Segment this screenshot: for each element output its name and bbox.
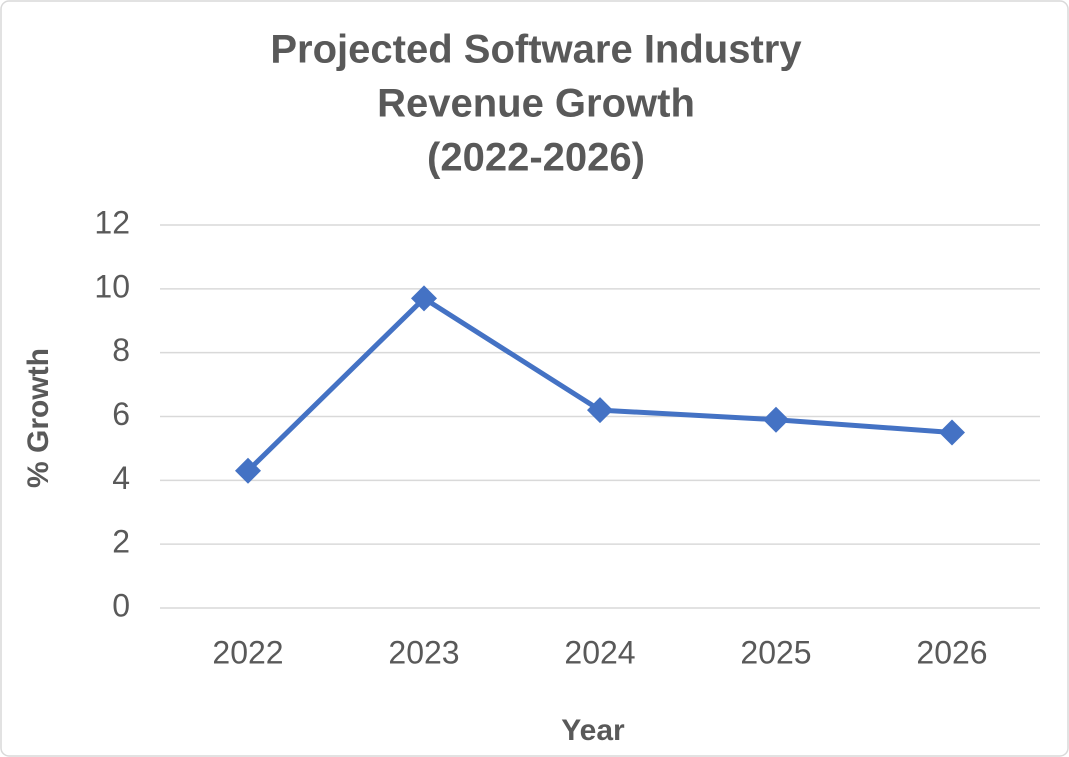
chart-title: (2022-2026) [427, 136, 645, 180]
x-tick-label: 2022 [212, 634, 283, 670]
x-tick-label: 2026 [916, 634, 987, 670]
y-tick-label: 4 [112, 460, 130, 496]
chart-title: Revenue Growth [377, 82, 695, 126]
marker [939, 419, 965, 446]
y-tick-label: 2 [112, 524, 130, 560]
x-tick-label: 2025 [740, 634, 811, 670]
x-tick-label: 2024 [564, 634, 635, 670]
marker [587, 397, 613, 424]
y-tick-label: 12 [94, 204, 130, 240]
y-tick-label: 8 [112, 332, 130, 368]
x-tick-label: 2023 [388, 634, 459, 670]
chart-title: Projected Software Industry [270, 28, 802, 72]
marker [235, 457, 261, 484]
x-axis-title: Year [561, 714, 625, 747]
y-tick-label: 10 [94, 268, 130, 304]
y-tick-label: 0 [112, 587, 130, 623]
y-axis-title: % Growth [22, 348, 55, 488]
marker [411, 285, 437, 312]
marker [763, 406, 789, 433]
y-tick-label: 6 [112, 396, 130, 432]
